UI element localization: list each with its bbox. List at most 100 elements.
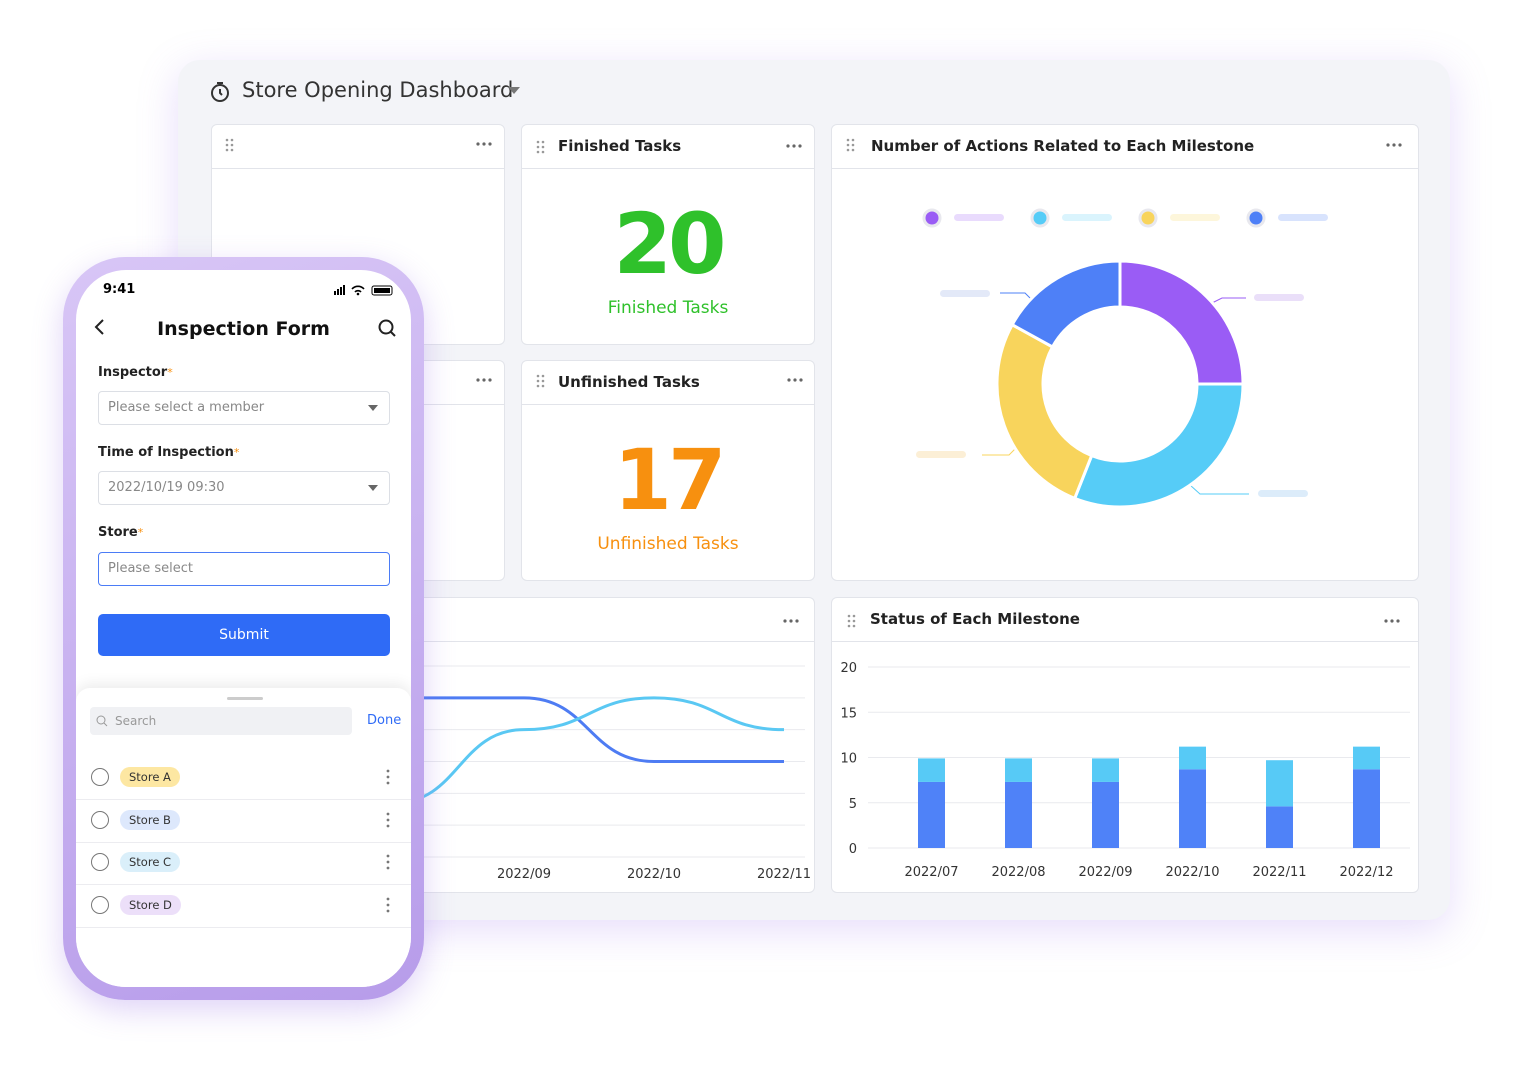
bar-segment bbox=[1092, 758, 1119, 782]
status-icons bbox=[334, 285, 393, 296]
line-series bbox=[394, 696, 784, 764]
radio[interactable] bbox=[91, 810, 109, 829]
x-tick-label: 2022/07 bbox=[904, 865, 958, 880]
bar-segment bbox=[1266, 806, 1293, 848]
done-button[interactable]: Done bbox=[367, 713, 402, 728]
bar-segment bbox=[1266, 760, 1293, 807]
store-row[interactable]: Store D bbox=[76, 885, 411, 928]
x-tick-label: 2022/12 bbox=[1339, 865, 1393, 880]
legend-placeholder bbox=[1278, 214, 1328, 221]
store-row[interactable]: Store A bbox=[76, 757, 411, 800]
row-menu[interactable] bbox=[386, 897, 390, 913]
x-tick-label: 2022/10 bbox=[1165, 865, 1219, 880]
field-label: Time of Inspection* bbox=[98, 445, 240, 460]
y-tick-label: 15 bbox=[840, 706, 857, 721]
caret bbox=[368, 485, 378, 491]
store-field[interactable]: Please select bbox=[98, 552, 390, 586]
drag-handle bbox=[536, 140, 545, 154]
back-button[interactable] bbox=[92, 318, 108, 336]
donut-annotations bbox=[916, 290, 1308, 497]
drag-handle bbox=[846, 138, 855, 152]
store-tag: Store D bbox=[120, 894, 181, 915]
unfinished-card: Unfinished Tasks 17 Unfinished Tasks bbox=[521, 360, 815, 581]
y-tick-label: 20 bbox=[840, 661, 857, 676]
bar-segment bbox=[1092, 781, 1119, 848]
dashboard-icon bbox=[211, 82, 229, 102]
bar-segment bbox=[1353, 769, 1380, 848]
unfinished-label: Unfinished Tasks bbox=[597, 534, 739, 554]
status-time: 9:41 bbox=[103, 282, 136, 297]
more-menu[interactable] bbox=[1384, 619, 1400, 623]
row-menu[interactable] bbox=[386, 812, 390, 828]
donut-segment bbox=[1010, 259, 1122, 349]
bar-segment bbox=[918, 758, 945, 782]
legend-dot bbox=[1246, 208, 1266, 228]
phone: 9:41 Inspection Form Inspector* Please s… bbox=[63, 257, 424, 1000]
radio[interactable] bbox=[91, 895, 109, 914]
donut-segment bbox=[1118, 259, 1245, 386]
search-button[interactable] bbox=[377, 318, 397, 338]
legend-dot bbox=[1138, 208, 1158, 228]
drag-handle bbox=[847, 614, 856, 628]
form-title: Inspection Form bbox=[157, 318, 330, 340]
x-tick-label: 2022/11 bbox=[757, 867, 811, 882]
card-title: Finished Tasks bbox=[558, 137, 682, 155]
donut-segment bbox=[1072, 382, 1245, 509]
select-field[interactable]: Please select a member bbox=[98, 391, 390, 425]
legend-placeholder bbox=[954, 214, 1004, 221]
card-title: Number of Actions Related to Each Milest… bbox=[871, 137, 1255, 155]
store-tag: Store C bbox=[120, 852, 181, 872]
more-menu[interactable] bbox=[1386, 143, 1402, 147]
card-title: Unfinished Tasks bbox=[558, 373, 700, 391]
finished-value: 20 bbox=[613, 195, 727, 293]
card-title: Status of Each Milestone bbox=[870, 610, 1080, 628]
more-menu[interactable] bbox=[476, 378, 492, 382]
finished-label: Finished Tasks bbox=[607, 298, 729, 318]
radio[interactable] bbox=[91, 768, 109, 786]
drag-handle bbox=[225, 138, 234, 152]
submit-button[interactable]: Submit bbox=[98, 614, 390, 656]
more-menu[interactable] bbox=[787, 378, 803, 382]
store-tag: Store B bbox=[120, 809, 180, 830]
finished-card: Finished Tasks 20 Finished Tasks bbox=[521, 124, 815, 345]
legend-placeholder bbox=[1062, 214, 1112, 221]
store-tag: Store A bbox=[120, 767, 180, 787]
y-tick-label: 5 bbox=[849, 797, 857, 812]
drag-handle bbox=[536, 374, 545, 388]
dashboard-title[interactable]: Store Opening Dashboard bbox=[242, 78, 514, 102]
x-tick-label: 2022/11 bbox=[1252, 865, 1306, 880]
bar-segment bbox=[918, 781, 945, 848]
row-menu[interactable] bbox=[386, 854, 390, 870]
row-menu[interactable] bbox=[386, 769, 390, 785]
search-icon bbox=[96, 715, 108, 727]
dropdown-caret[interactable] bbox=[508, 87, 520, 95]
unfinished-value: 17 bbox=[613, 431, 727, 529]
line-series bbox=[393, 696, 785, 805]
phone-screen: 9:41 Inspection Form Inspector* Please s… bbox=[76, 270, 411, 987]
more-menu[interactable] bbox=[783, 619, 799, 623]
search-input[interactable]: Search bbox=[90, 707, 352, 735]
x-tick-label: 2022/10 bbox=[627, 867, 681, 882]
field-label: Store* bbox=[98, 525, 144, 540]
x-tick-label: 2022/09 bbox=[497, 867, 551, 882]
bar-segment bbox=[1179, 769, 1206, 848]
legend-placeholder bbox=[1170, 214, 1220, 221]
x-tick-label: 2022/08 bbox=[991, 865, 1045, 880]
donut-segment bbox=[995, 322, 1094, 501]
bar-segment bbox=[1005, 781, 1032, 848]
y-tick-label: 0 bbox=[849, 842, 857, 857]
store-row[interactable]: Store B bbox=[76, 800, 411, 843]
bar-segment bbox=[1179, 746, 1206, 770]
legend-dot bbox=[1030, 208, 1050, 228]
more-menu[interactable] bbox=[786, 144, 802, 148]
more-menu[interactable] bbox=[476, 142, 492, 146]
legend-dot bbox=[922, 208, 942, 228]
bottom-sheet: Search Done Store A Store B Store C Stor… bbox=[76, 688, 411, 987]
date-field[interactable]: 2022/10/19 09:30 bbox=[98, 471, 390, 505]
radio[interactable] bbox=[91, 853, 109, 871]
store-row[interactable]: Store C bbox=[76, 842, 411, 885]
x-tick-label: 2022/09 bbox=[1078, 865, 1132, 880]
bar-segment bbox=[1005, 758, 1032, 782]
